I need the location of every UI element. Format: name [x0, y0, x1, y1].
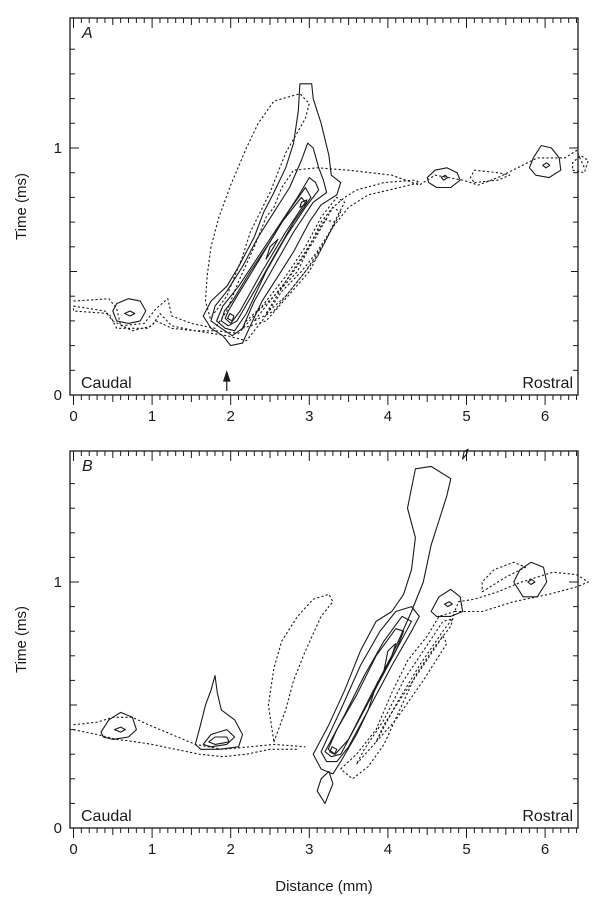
caudal-label: Caudal — [81, 808, 132, 825]
positive-contour — [210, 142, 328, 337]
x-tick-label: 1 — [148, 408, 156, 425]
positive-contour — [220, 186, 312, 327]
positive-contour — [124, 310, 136, 317]
negative-contour — [340, 610, 456, 780]
negative-contour — [241, 196, 346, 329]
negative-contour — [72, 179, 420, 342]
positive-contour — [202, 83, 342, 347]
positive-contour — [299, 199, 308, 208]
panel-letter: B — [82, 458, 93, 475]
positive-contour — [513, 561, 548, 598]
x-tick-label: 5 — [462, 408, 470, 425]
x-tick-label: 6 — [541, 841, 549, 858]
y-tick-label: 0 — [54, 820, 62, 837]
y-axis-title: Time (ms) — [13, 606, 30, 673]
positive-contour — [112, 298, 147, 324]
positive-contour — [113, 726, 126, 733]
negative-contour — [73, 729, 298, 758]
positive-contour — [208, 736, 230, 745]
x-tick-label: 4 — [384, 408, 392, 425]
positive-contour — [383, 642, 397, 672]
positive-contour — [527, 578, 536, 586]
negative-contour — [265, 219, 336, 315]
x-tick-label: 1 — [148, 841, 156, 858]
x-tick-label: 3 — [305, 408, 313, 425]
positive-contour — [327, 628, 405, 755]
stimulus-arrow — [222, 370, 231, 391]
x-tick-label: 0 — [69, 841, 77, 858]
positive-contour — [440, 174, 449, 181]
positive-contour — [329, 746, 338, 755]
positive-contour — [100, 711, 137, 740]
positive-contour — [324, 615, 413, 758]
panel-b-ticks — [70, 451, 578, 838]
panel-b: 0 1 2 3 4 5 6 0 1 Time (ms) Distance (mm) B Caudal Ro… — [13, 448, 589, 895]
panel-b-contours — [73, 448, 589, 804]
y-tick-label: 0 — [54, 387, 62, 404]
y-tick-label: 1 — [54, 574, 62, 591]
positive-contour — [224, 196, 306, 324]
positive-contour — [265, 238, 279, 260]
positive-contour — [227, 312, 235, 322]
rostral-label: Rostral — [522, 375, 573, 392]
negative-contour — [454, 571, 589, 613]
x-tick-label: 5 — [462, 841, 470, 858]
positive-contour — [542, 162, 551, 169]
positive-contour — [320, 606, 420, 763]
positive-contour — [462, 448, 469, 460]
positive-contour — [312, 465, 452, 775]
caudal-label: Caudal — [81, 375, 132, 392]
negative-contour — [267, 593, 334, 743]
x-tick-label: 2 — [227, 408, 235, 425]
panel-a-ticks — [70, 18, 578, 405]
x-tick-label: 3 — [305, 841, 313, 858]
negative-contour — [375, 635, 448, 743]
positive-contour — [430, 588, 464, 617]
positive-contour — [194, 674, 244, 750]
positive-contour — [216, 177, 320, 332]
positive-contour — [443, 601, 453, 608]
panel-a: 0 1 2 3 4 5 6 0 1 Time (ms) A Caudal Rostral — [13, 17, 589, 425]
x-tick-label: 4 — [384, 841, 392, 858]
negative-contour — [73, 716, 306, 750]
negative-contour — [73, 149, 585, 329]
y-tick-label: 1 — [54, 140, 62, 157]
rostral-label: Rostral — [522, 808, 573, 825]
panel-b-labels: 0 1 2 3 4 5 6 0 1 Time (ms) Distance (mm) B Caudal Ro… — [13, 458, 573, 895]
positive-contour — [528, 144, 562, 179]
positive-contour — [426, 167, 461, 189]
positive-contour — [202, 729, 236, 748]
negative-contour — [481, 561, 527, 593]
x-tick-label: 2 — [227, 841, 235, 858]
negative-contour — [355, 618, 453, 765]
panel-letter: A — [81, 25, 93, 42]
negative-contour — [469, 169, 511, 184]
negative-contour — [204, 93, 310, 319]
x-axis-title: Distance (mm) — [275, 878, 373, 895]
negative-contour — [572, 154, 589, 174]
panel-a-frame — [69, 17, 579, 396]
panel-b-frame — [69, 450, 579, 829]
x-tick-label: 0 — [69, 408, 77, 425]
y-axis-title: Time (ms) — [13, 173, 30, 240]
panel-a-labels: 0 1 2 3 4 5 6 0 1 Time (ms) A Caudal Rostral — [13, 25, 573, 425]
x-tick-label: 6 — [541, 408, 549, 425]
positive-contour — [316, 770, 334, 804]
panel-a-contours — [72, 83, 589, 347]
